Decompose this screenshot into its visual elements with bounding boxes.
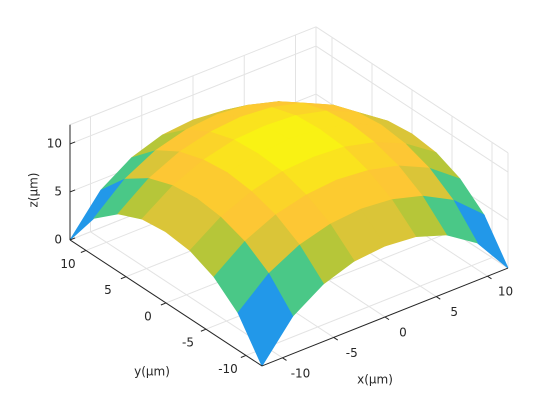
x-axis-label: x(μm): [357, 373, 393, 387]
axes: -10 -5 0 5 10 -10 -5 0 5 10 0 5 10: [47, 124, 513, 380]
y-tick: [80, 249, 87, 253]
surface-facet: [237, 272, 294, 367]
x-tick: [435, 296, 441, 300]
z-tick-label: 10: [47, 136, 62, 150]
y-axis-label: y(μm): [134, 365, 170, 379]
x-tick: [384, 316, 390, 321]
grid-line: [69, 45, 317, 145]
z-tick: [69, 237, 76, 241]
y-tick-label: -5: [182, 336, 194, 350]
grid-line: [315, 45, 509, 173]
y-tick-label: 10: [60, 257, 75, 271]
x-tick-label: 10: [498, 285, 513, 299]
y-tick-label: 5: [104, 283, 112, 297]
z-tick: [69, 141, 76, 145]
y-tick: [160, 302, 167, 306]
z-tick-label: 5: [54, 184, 62, 198]
x-tick: [333, 336, 339, 341]
y-tick-label: -10: [218, 362, 238, 376]
x-tick-label: -10: [291, 366, 311, 380]
grid-line: [245, 257, 493, 356]
z-tick: [69, 189, 76, 193]
x-tick: [487, 275, 492, 280]
y-tick: [200, 328, 207, 332]
z-axis-label: z(μm): [27, 173, 41, 208]
x-tick-label: -5: [346, 346, 358, 360]
z-tick-label: 0: [54, 232, 62, 246]
x-tick-label: 0: [399, 326, 407, 340]
y-tick: [240, 354, 247, 358]
x-tick: [282, 357, 287, 361]
x-tick-label: 5: [450, 305, 458, 319]
y-tick-label: 0: [144, 309, 152, 323]
y-tick: [120, 276, 127, 280]
surface: [69, 101, 509, 367]
